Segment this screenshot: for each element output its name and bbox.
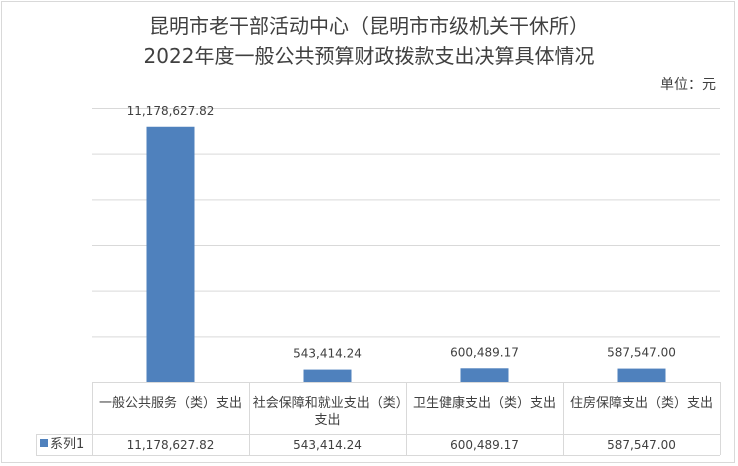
legend-label: 系列1 bbox=[50, 437, 85, 452]
data-labels: 11,178,627.82 543,414.24 600,489.17 587,547… bbox=[127, 104, 676, 361]
table-cell-2: 543,414.24 bbox=[293, 438, 362, 452]
data-label-3: 600,489.17 bbox=[450, 345, 519, 359]
table-cell-3: 600,489.17 bbox=[450, 438, 519, 452]
legend-series1: 系列1 bbox=[40, 436, 84, 454]
data-label-1: 11,178,627.82 bbox=[127, 104, 215, 118]
bar-1 bbox=[146, 126, 195, 382]
bar-2 bbox=[303, 369, 352, 382]
table-cell-4: 587,547.00 bbox=[607, 438, 676, 452]
data-label-4: 587,547.00 bbox=[607, 346, 676, 360]
legend-swatch bbox=[40, 439, 48, 447]
unit-label: 单位：元 bbox=[660, 77, 716, 93]
category-label-3: 卫生健康支出（类）支出 bbox=[412, 396, 556, 411]
category-label-2: 社会保障和就业支出（类）支出 bbox=[252, 396, 403, 428]
chart-title-line1: 昆明市老干部活动中心（昆明市市级机关干休所） bbox=[149, 14, 589, 38]
category-label-4: 住房保障支出（类）支出 bbox=[569, 396, 713, 411]
bar-3 bbox=[460, 368, 509, 382]
gridlines bbox=[92, 108, 720, 338]
data-label-2: 543,414.24 bbox=[293, 347, 362, 361]
bars bbox=[146, 126, 666, 382]
bar-4 bbox=[617, 368, 666, 382]
data-table-grid bbox=[36, 382, 721, 456]
chart-title-line2: 2022年度一般公共预算财政拨款支出决算具体情况 bbox=[143, 44, 595, 68]
category-label-1: 一般公共服务（类）支出 bbox=[98, 396, 242, 411]
table-cell-1: 11,178,627.82 bbox=[126, 438, 215, 452]
